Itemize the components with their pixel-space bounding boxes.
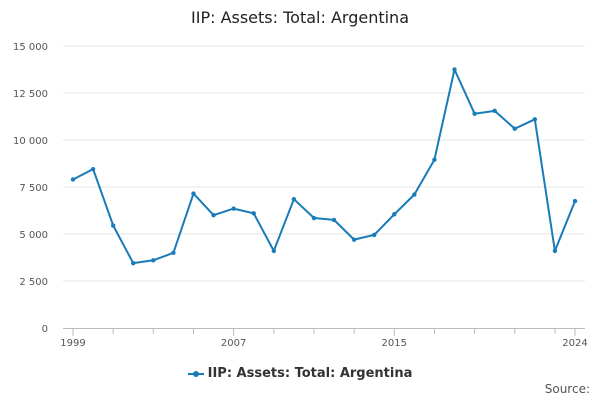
legend-swatch [187,370,204,377]
data-point [331,217,337,223]
data-point [472,111,477,116]
data-point [372,232,377,238]
data-point [512,126,517,131]
data-point [552,248,558,254]
y-tick-label: 2 500 [19,277,48,288]
data-point [271,248,276,254]
data-point [110,223,116,228]
data-point [211,213,216,218]
grid-lines [63,45,585,282]
y-tick-label: 5 000 [19,230,48,241]
legend[interactable]: IIP: Assets: Total: Argentina [0,366,600,381]
data-point [351,237,357,242]
y-tick-label: 10 000 [13,136,48,147]
data-point [291,197,297,202]
data-point [432,157,437,162]
data-point [90,166,96,172]
chart-title: IIP: Assets: Total: Argentina [191,8,409,27]
data-point [492,108,497,114]
data-point [191,191,196,196]
x-tick-label: 1999 [60,338,85,349]
data-point [572,198,578,204]
data-point [532,117,538,122]
legend-label: IIP: Assets: Total: Argentina [207,366,413,381]
series-line [72,68,576,265]
x-axis: 1999 2007 2015 2024 [60,328,588,349]
y-tick-label: 15 000 [13,42,48,53]
y-tick-label: 0 [42,324,48,335]
series-layer [70,67,578,266]
data-point [70,177,76,182]
data-point [231,206,236,211]
data-point [171,250,176,255]
data-point [251,211,256,216]
data-point [131,260,136,266]
data-point [412,192,417,197]
y-tick-label: 7 500 [19,183,48,194]
y-axis-ticks: 0 2 500 5 000 7 500 10 000 12 500 15 000 [13,42,48,335]
data-point [392,212,397,217]
data-point [311,215,317,221]
data-point [452,67,457,72]
x-tick-label: 2015 [382,338,407,349]
x-tick-label: 2007 [221,338,246,349]
x-tick-label: 2024 [562,338,587,349]
data-point [151,258,156,263]
source-label: Source: [544,382,590,396]
y-tick-label: 12 500 [13,89,48,100]
